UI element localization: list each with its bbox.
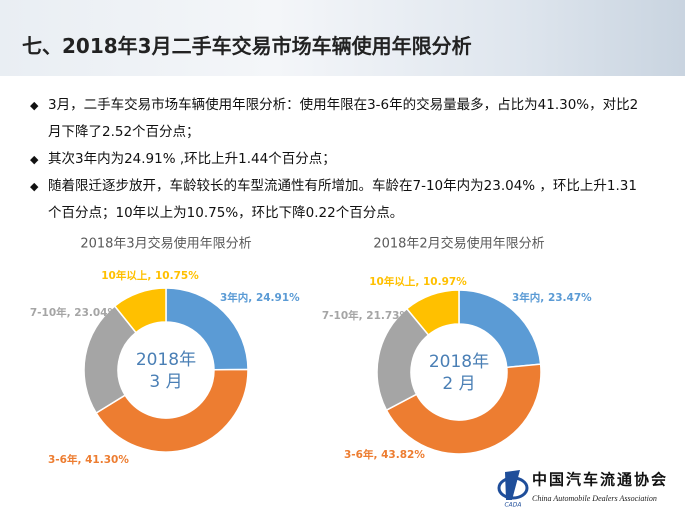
data-label: 10年以上, 10.97% xyxy=(369,275,467,288)
bullet: 其次3年内为24.91% ,环比上升1.44个百分点； xyxy=(30,146,640,173)
donut-segment xyxy=(113,287,167,334)
logo: CADA 中国汽车流通协会 China Automobile Dealers A… xyxy=(497,470,668,509)
bullet-list: 3月，二手车交易市场车辆使用年限分析：使用年限在3-6年的交易量最多，占比为41… xyxy=(30,92,640,227)
donut-segment xyxy=(95,368,249,453)
data-label: 7-10年, 21.73% xyxy=(322,309,411,322)
center-label: 2018年 xyxy=(136,350,196,370)
bullet: 3月，二手车交易市场车辆使用年限分析：使用年限在3-6年的交易量最多，占比为41… xyxy=(30,92,640,146)
logo-name: 中国汽车流通协会 xyxy=(532,471,668,489)
center-label: 2018年 xyxy=(429,352,489,372)
center-label: 3 月 xyxy=(149,372,182,392)
logo-emblem xyxy=(505,470,520,500)
donut-segment xyxy=(405,289,460,337)
data-label: 7-10年, 23.04% xyxy=(30,306,119,319)
slide-title: 七、2018年3月二手车交易市场车辆使用年限分析 xyxy=(22,34,472,58)
data-label: 10年以上, 10.75% xyxy=(101,269,199,282)
logo-abbr: CADA xyxy=(504,502,521,509)
center-label: 2 月 xyxy=(442,374,475,394)
chart-title: 2018年3月交易使用年限分析 xyxy=(80,236,251,252)
header-band xyxy=(0,0,685,76)
bullet: 随着限迁逐步放开，车龄较长的车型流通性有所增加。车龄在7-10年内为23.04%… xyxy=(30,173,640,227)
data-label: 3年内, 23.47% xyxy=(512,291,592,304)
data-label: 3年内, 24.91% xyxy=(220,291,300,304)
logo-english: China Automobile Dealers Association xyxy=(532,494,657,503)
chart-title: 2018年2月交易使用年限分析 xyxy=(373,236,544,252)
donut-segment xyxy=(385,363,542,455)
data-label: 3-6年, 43.82% xyxy=(344,448,425,461)
data-label: 3-6年, 41.30% xyxy=(48,453,129,466)
